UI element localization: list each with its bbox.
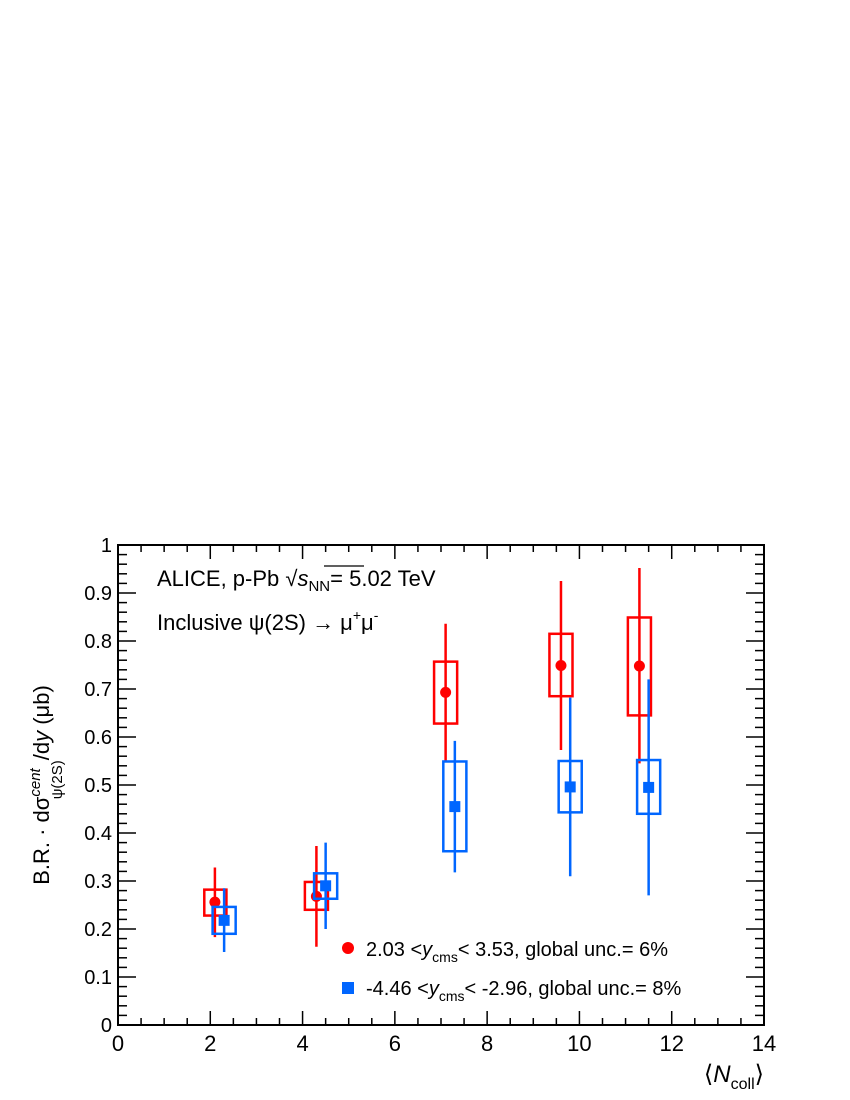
y-axis-prefix: B.R. · dσ xyxy=(29,796,54,885)
annotation-line2-mu2: μ xyxy=(361,610,374,635)
legend: 2.03 <ycms< 3.53, global unc.= 6% -4.46 … xyxy=(342,939,682,1004)
x-axis-var: N xyxy=(713,1061,731,1088)
y-tick-label: 0 xyxy=(101,1015,112,1037)
x-tick-label: 4 xyxy=(296,1031,308,1056)
y-tick-label: 0.6 xyxy=(84,727,112,749)
data-point xyxy=(310,890,322,902)
syst-error-box xyxy=(626,616,653,717)
legend-2-var: y xyxy=(427,978,440,1000)
axis-tick-labels: 0 2 4 6 8 10 12 14 0 0.1 0.2 0.3 0.4 0.5 0.6 0.7 0.8 0.9 1 xyxy=(84,535,776,1056)
legend-1-var: y xyxy=(420,939,433,961)
syst-error-box xyxy=(635,758,662,816)
annotation-line2: Inclusive ψ(2S) → μ+μ- xyxy=(157,607,379,635)
data-point xyxy=(320,880,332,892)
x-tick-label: 10 xyxy=(567,1031,591,1056)
legend-2-prefix: -4.46 < xyxy=(366,978,429,1000)
y-axis-mid: /d xyxy=(29,742,54,760)
annotation-line2-sup1: + xyxy=(353,607,361,623)
y-tick-label: 0.9 xyxy=(84,583,112,605)
data-marks xyxy=(203,568,662,953)
syst-error-box xyxy=(557,759,583,814)
x-tick-label: 0 xyxy=(112,1031,124,1056)
x-axis-close: ⟩ xyxy=(755,1061,764,1088)
legend-entry-2: -4.46 <ycms< -2.96, global unc.= 8% xyxy=(366,978,682,1004)
y-axis-title: B.R. · dσcent ψ(2S)/dy (μb) xyxy=(27,685,66,885)
y-tick-label: 0.8 xyxy=(84,631,112,653)
y-tick-label: 1 xyxy=(101,535,112,557)
y-tick-label: 0.5 xyxy=(84,775,112,797)
data-point xyxy=(633,660,645,672)
data-point xyxy=(449,801,461,813)
syst-error-box xyxy=(303,880,330,912)
y-axis-suffix: (μb) xyxy=(29,685,54,731)
y-tick-label: 0.4 xyxy=(84,823,112,845)
syst-error-box xyxy=(432,660,459,725)
syst-error-box xyxy=(203,888,228,917)
x-tick-label: 12 xyxy=(659,1031,683,1056)
sqrt-sign: √ xyxy=(285,566,298,591)
axis-ticks xyxy=(117,544,765,1026)
legend-2-sub: cms xyxy=(439,988,465,1004)
y-axis-sup: cent xyxy=(27,767,44,796)
series-1 xyxy=(203,568,653,947)
series-2 xyxy=(211,679,662,953)
syst-error-box xyxy=(548,632,574,698)
y-tick-label: 0.7 xyxy=(84,679,112,701)
syst-error-box xyxy=(211,905,237,936)
legend-marker-square xyxy=(342,982,354,994)
legend-entry-1: 2.03 <ycms< 3.53, global unc.= 6% xyxy=(366,939,668,965)
data-point xyxy=(440,686,452,698)
y-axis-sub: ψ(2S) xyxy=(49,760,66,799)
annotation-line1-prefix: ALICE, p-Pb xyxy=(157,566,285,591)
data-point xyxy=(643,781,655,793)
data-point xyxy=(209,896,221,908)
syst-error-box xyxy=(312,872,339,901)
annotation-line2-sup2: - xyxy=(374,607,379,623)
x-tick-label: 14 xyxy=(752,1031,776,1056)
annotation-line1-suffix: = 5.02 TeV xyxy=(330,566,436,591)
legend-marker-circle xyxy=(342,942,354,954)
data-point xyxy=(555,659,567,671)
syst-error-box xyxy=(442,760,468,853)
data-point xyxy=(218,914,230,926)
annotation-sqrt-s: s xyxy=(297,566,308,591)
x-axis-sub: coll xyxy=(731,1076,755,1093)
legend-1-suffix: < 3.53, global unc.= 6% xyxy=(458,939,668,961)
annotation-line2-main: Inclusive ψ(2S) → μ xyxy=(157,610,353,635)
x-tick-label: 2 xyxy=(204,1031,216,1056)
legend-1-prefix: 2.03 < xyxy=(366,939,422,961)
data-point xyxy=(564,781,576,793)
y-axis-var: y xyxy=(29,729,54,744)
legend-1-sub: cms xyxy=(432,949,458,965)
x-axis-open: ⟨ xyxy=(704,1061,713,1088)
x-tick-label: 6 xyxy=(389,1031,401,1056)
annotation-sqrt-sub: NN xyxy=(308,578,330,595)
x-axis-title: ⟨Ncoll⟩ xyxy=(704,1061,764,1093)
legend-2-suffix: < -2.96, global unc.= 8% xyxy=(465,978,682,1000)
y-tick-label: 0.1 xyxy=(84,967,112,989)
y-tick-label: 0.3 xyxy=(84,871,112,893)
y-tick-label: 0.2 xyxy=(84,919,112,941)
annotation-line1: ALICE, p-Pb √sNN= 5.02 TeV xyxy=(157,566,436,595)
x-tick-label: 8 xyxy=(481,1031,493,1056)
